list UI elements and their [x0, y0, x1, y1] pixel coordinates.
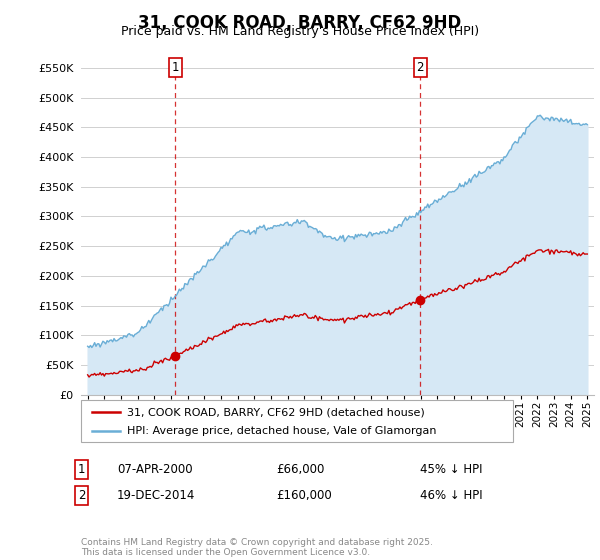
- Text: Contains HM Land Registry data © Crown copyright and database right 2025.
This d: Contains HM Land Registry data © Crown c…: [81, 538, 433, 557]
- Text: 2: 2: [416, 62, 424, 74]
- Text: 31, COOK ROAD, BARRY, CF62 9HD (detached house): 31, COOK ROAD, BARRY, CF62 9HD (detached…: [127, 407, 425, 417]
- Text: £160,000: £160,000: [276, 489, 332, 502]
- Text: £66,000: £66,000: [276, 463, 325, 476]
- Text: 07-APR-2000: 07-APR-2000: [117, 463, 193, 476]
- Text: 45% ↓ HPI: 45% ↓ HPI: [420, 463, 482, 476]
- Text: 2: 2: [78, 489, 86, 502]
- Text: Price paid vs. HM Land Registry's House Price Index (HPI): Price paid vs. HM Land Registry's House …: [121, 25, 479, 38]
- Text: 19-DEC-2014: 19-DEC-2014: [117, 489, 196, 502]
- Text: 1: 1: [172, 62, 179, 74]
- Text: HPI: Average price, detached house, Vale of Glamorgan: HPI: Average price, detached house, Vale…: [127, 426, 437, 436]
- Text: 31, COOK ROAD, BARRY, CF62 9HD: 31, COOK ROAD, BARRY, CF62 9HD: [139, 14, 461, 32]
- Text: 46% ↓ HPI: 46% ↓ HPI: [420, 489, 482, 502]
- Text: 1: 1: [78, 463, 86, 476]
